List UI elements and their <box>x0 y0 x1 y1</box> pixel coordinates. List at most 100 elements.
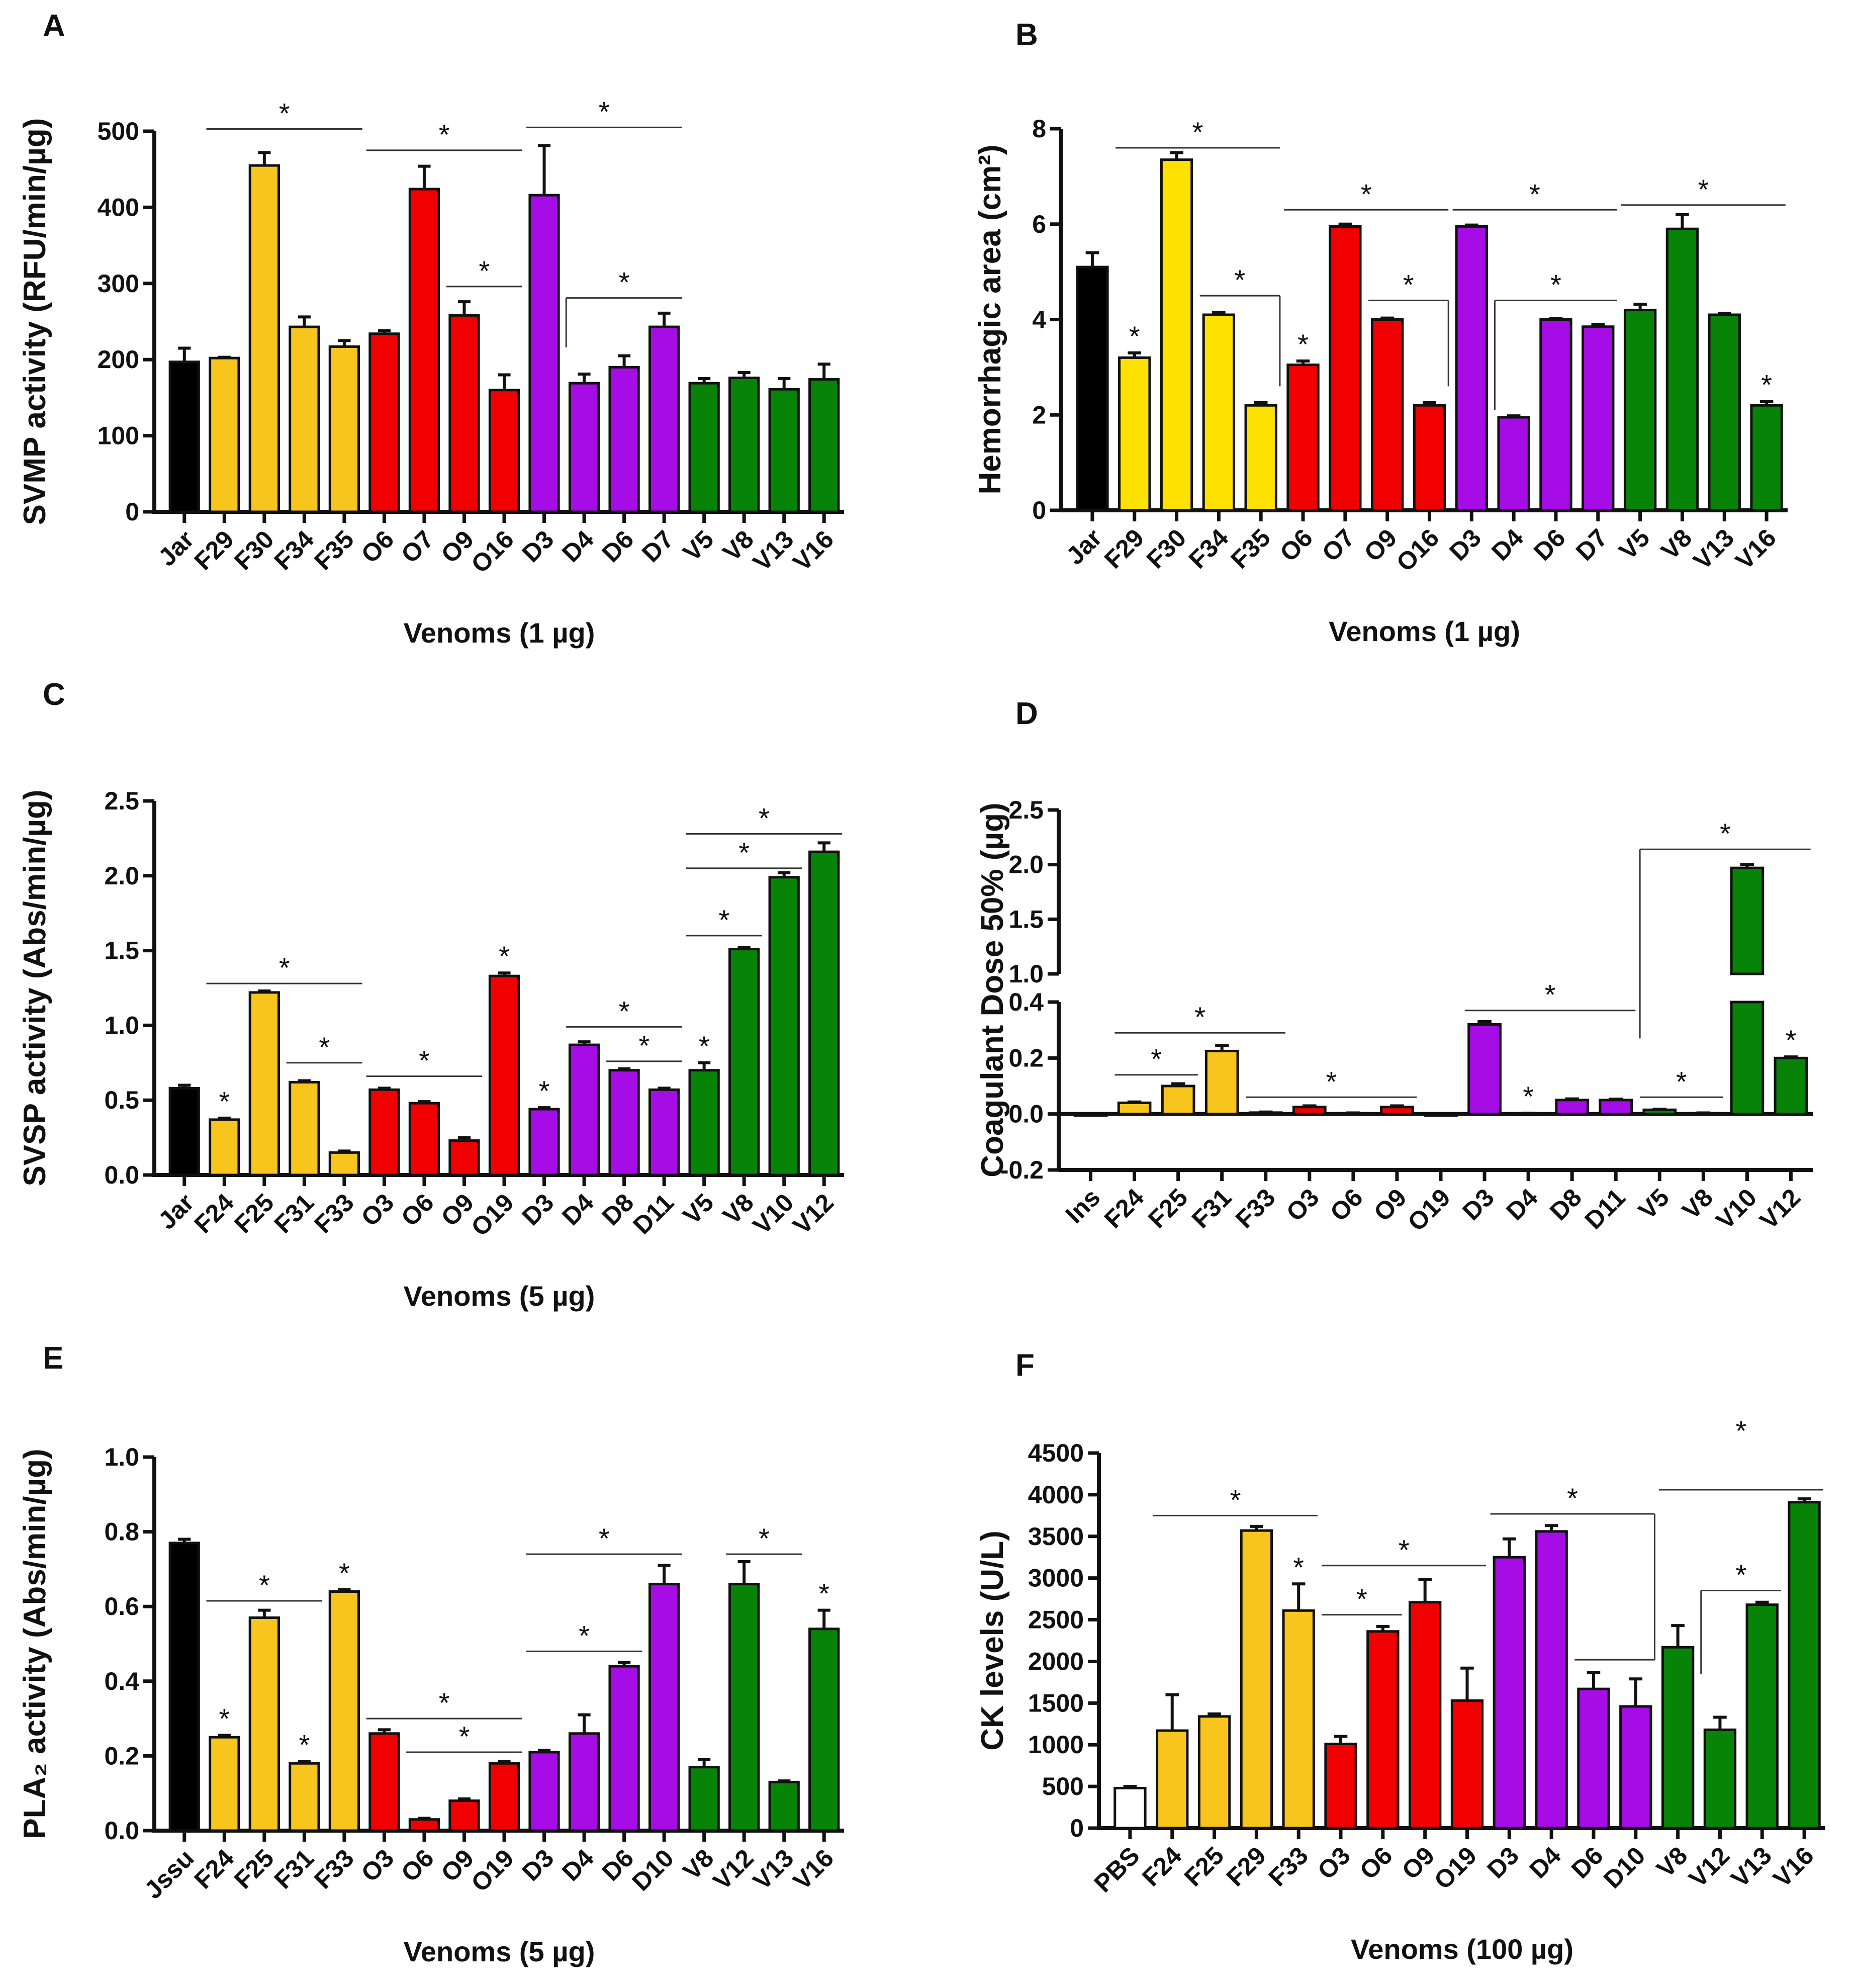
significance-star: * <box>439 119 450 150</box>
bar-jssu <box>168 1542 200 1832</box>
x-tick-label: Jar <box>153 525 200 572</box>
significance-star: * <box>719 904 730 936</box>
bar-jar <box>1076 265 1109 512</box>
bar-o6 <box>1286 364 1320 512</box>
x-tick-label: D7 <box>636 525 679 568</box>
y-axis-title: SVSP activity (Abs/min/µg) <box>18 789 52 1186</box>
bar-o9 <box>1409 1601 1442 1830</box>
x-tick-label: F29 <box>189 525 240 576</box>
y-tick-label: 1.0 <box>1008 960 1044 988</box>
x-tick-label: O6 <box>355 525 399 569</box>
x-tick-label: D3 <box>517 525 560 568</box>
y-tick-label: 400 <box>98 193 139 221</box>
x-tick-label: F24 <box>189 1844 240 1894</box>
significance-star: * <box>759 1522 770 1554</box>
y-tick-label: 0.4 <box>1008 988 1044 1016</box>
bar-d8 <box>608 1069 640 1177</box>
x-tick-label: O6 <box>396 1844 439 1887</box>
significance-star: * <box>279 952 290 983</box>
bar-v16 <box>1788 1501 1821 1830</box>
x-tick-label: D4 <box>1486 523 1529 566</box>
significance-star: * <box>1735 1415 1746 1447</box>
bar-o9 <box>448 314 480 513</box>
x-tick-label: O6 <box>1325 1183 1368 1227</box>
x-tick-label: O3 <box>1312 1841 1356 1885</box>
significance-star: * <box>759 802 770 834</box>
bar-d11 <box>1599 1099 1633 1116</box>
x-tick-label: V10 <box>1711 1183 1762 1235</box>
significance-star: * <box>1676 1065 1687 1097</box>
bar-v13 <box>1708 313 1741 512</box>
x-tick-label: V5 <box>1614 523 1655 565</box>
bar-v5 <box>1623 309 1657 512</box>
y-tick-label: 2500 <box>1028 1606 1084 1634</box>
significance-star: * <box>1326 1065 1337 1097</box>
y-tick-label: 0.6 <box>104 1592 139 1620</box>
x-tick-label: O3 <box>1281 1183 1325 1227</box>
x-tick-label: O6 <box>396 1188 439 1232</box>
significance-star: * <box>1192 116 1203 148</box>
y-tick-label: 0.2 <box>104 1742 139 1770</box>
y-tick-label: 500 <box>1042 1772 1084 1800</box>
bar-v13 <box>768 388 800 513</box>
bar-f31 <box>1204 1049 1239 1116</box>
y-tick-label: 0.8 <box>104 1518 139 1546</box>
x-tick-label: V13 <box>748 1844 799 1895</box>
bar-v12 <box>728 1583 760 1832</box>
x-tick-label: D10 <box>1598 1841 1650 1893</box>
bar-jar <box>168 360 200 513</box>
bar-o6 <box>408 1102 440 1177</box>
y-tick-label: 1.5 <box>104 937 139 965</box>
x-tick-label: O6 <box>1274 523 1318 567</box>
x-tick-label: O19 <box>466 1188 519 1241</box>
significance-star: * <box>1761 369 1772 401</box>
significance-star: * <box>1567 1482 1578 1514</box>
bar-d3 <box>1493 1556 1526 1830</box>
y-tick-label: 3500 <box>1028 1522 1084 1551</box>
x-tick-label: F33 <box>1230 1183 1281 1234</box>
x-tick-label: D4 <box>556 1188 599 1231</box>
significance-star: * <box>1403 269 1414 301</box>
y-tick-label: 0.5 <box>104 1086 139 1114</box>
bar-f31 <box>289 1762 320 1832</box>
x-tick-label: V13 <box>748 525 799 577</box>
bar-f24 <box>209 1736 240 1832</box>
bar-ins <box>1073 1113 1108 1117</box>
significance-star: * <box>699 1030 710 1062</box>
x-tick-label: F34 <box>1183 523 1234 574</box>
x-tick-label: V16 <box>788 525 840 577</box>
significance-star: * <box>818 1578 829 1609</box>
bar-f24 <box>1156 1729 1189 1830</box>
bar-f33 <box>328 1590 360 1832</box>
x-tick-label: F30 <box>229 525 280 576</box>
panel-d: D -0.2 0.0 0.2 0.41.0 1.5 2.0 2.5 InsF24F25F31F3… <box>975 696 1813 1237</box>
significance-star: * <box>619 995 630 1027</box>
significance-star: * <box>1698 173 1709 205</box>
bar-v10-lower <box>1730 1001 1765 1116</box>
x-tick-label: D3 <box>1444 523 1487 566</box>
bar-d4 <box>568 1732 600 1832</box>
x-axis-title: Venoms (5 µg) <box>404 1280 595 1312</box>
bar-f30 <box>248 164 280 513</box>
x-tick-label: O3 <box>355 1188 399 1232</box>
y-tick-label: 2000 <box>1028 1647 1084 1675</box>
x-tick-label: D11 <box>1580 1183 1631 1235</box>
significance-star: * <box>299 1729 310 1761</box>
x-axis-title: Venoms (100 µg) <box>1351 1933 1573 1965</box>
x-tick-label: F24 <box>1099 1183 1150 1234</box>
x-tick-label: V10 <box>748 1188 799 1240</box>
significance-star: * <box>1297 328 1309 360</box>
y-tick-label: 2 <box>1032 401 1046 429</box>
significance-star: * <box>419 1045 430 1076</box>
significance-star: * <box>1523 1080 1534 1112</box>
bar-f29 <box>1240 1529 1273 1830</box>
bar-d4 <box>568 1043 600 1177</box>
bar-v8 <box>688 1766 720 1832</box>
significance-star: * <box>1230 1484 1241 1515</box>
x-tick-label: F24 <box>1137 1841 1187 1892</box>
bar-f25 <box>1161 1085 1195 1116</box>
bar-f34 <box>289 325 320 513</box>
bar-f35 <box>328 345 360 513</box>
bar-d7 <box>648 325 680 513</box>
bar-d10 <box>648 1583 680 1832</box>
